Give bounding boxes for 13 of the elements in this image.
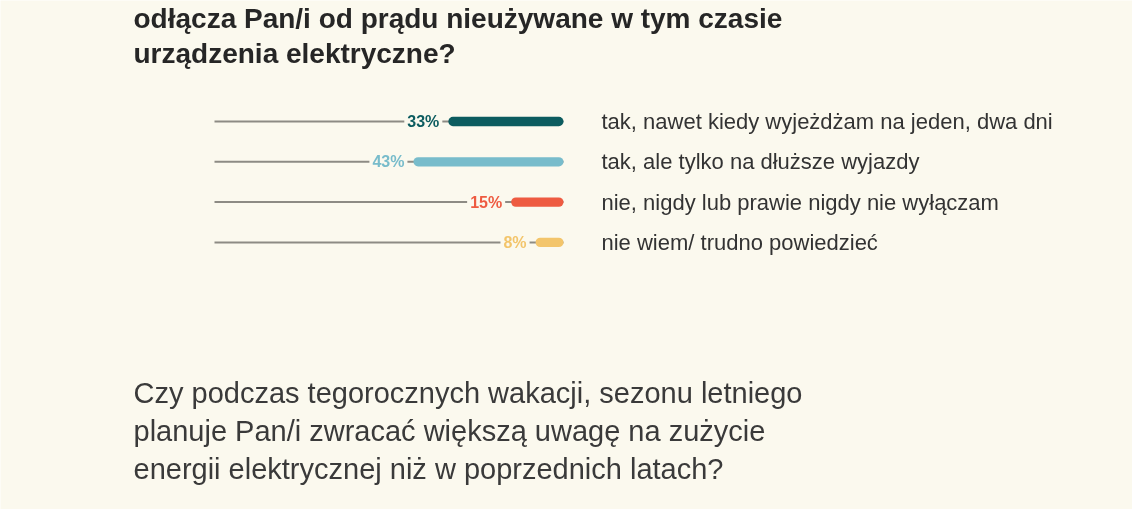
chart-title: odłącza Pan/i od prądu nieużywane w tym czasie urządzenia elektryczne? <box>133 3 783 69</box>
data-label: 8% <box>503 233 527 251</box>
data-label: 15% <box>470 193 503 211</box>
y-tick-label: nie, nigdy lub prawie nigdy nie wyłączam <box>601 189 999 215</box>
data-label: 43% <box>372 153 405 171</box>
bar <box>448 116 564 127</box>
y-tick-label: tak, nawet kiedy wyjeżdżam na jeden, dwa dni <box>601 109 1053 134</box>
bar <box>511 197 564 207</box>
text: Czy podczas tegorocznych wakacji, sezonu letniego planuje Pan/i zwracać większą uwagę na zużycie energii elektrycznej niż w poprzednich latach? <box>133 376 803 485</box>
data-label: 33% <box>407 113 440 130</box>
y-tick-label: tak, ale tylko na dłuższe wyjazdy <box>601 149 920 175</box>
bar <box>413 157 564 167</box>
y-tick-label: nie wiem/ trudno powiedzieć <box>601 229 878 255</box>
